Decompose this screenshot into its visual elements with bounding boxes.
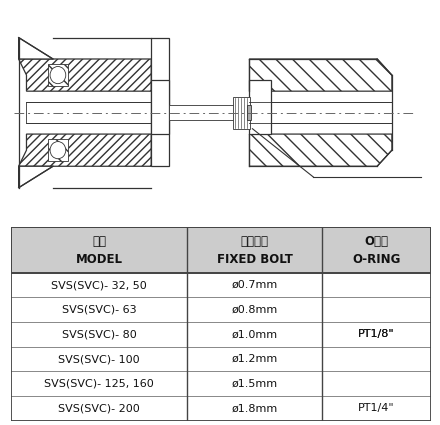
Bar bbox=[11, 322, 431, 347]
Text: SVS(SVC)- 63: SVS(SVC)- 63 bbox=[62, 305, 136, 315]
Bar bbox=[11, 371, 431, 396]
Bar bbox=[249, 102, 392, 123]
Text: ø1.2mm: ø1.2mm bbox=[231, 354, 278, 364]
Text: SVS(SVC)- 32, 50: SVS(SVC)- 32, 50 bbox=[51, 280, 147, 290]
Text: ø1.0mm: ø1.0mm bbox=[231, 329, 278, 340]
Circle shape bbox=[50, 66, 66, 84]
Bar bbox=[151, 80, 169, 134]
Polygon shape bbox=[249, 134, 392, 166]
Text: PT1/8": PT1/8" bbox=[358, 329, 395, 340]
Bar bbox=[151, 37, 169, 166]
Text: PT1/4": PT1/4" bbox=[358, 403, 395, 414]
Circle shape bbox=[50, 142, 66, 159]
Text: PT1/8": PT1/8" bbox=[358, 329, 395, 340]
Bar bbox=[249, 80, 271, 134]
Bar bbox=[169, 105, 249, 120]
Text: ø1.5mm: ø1.5mm bbox=[231, 379, 278, 389]
Text: SVS(SVC)- 200: SVS(SVC)- 200 bbox=[59, 403, 140, 414]
Text: ø0.7mm: ø0.7mm bbox=[231, 280, 278, 290]
Text: 固定螺絲
FIXED BOLT: 固定螺絲 FIXED BOLT bbox=[217, 235, 293, 266]
Bar bbox=[233, 96, 250, 129]
Polygon shape bbox=[249, 59, 392, 91]
Bar bbox=[11, 396, 431, 421]
Polygon shape bbox=[18, 166, 53, 188]
Text: SVS(SVC)- 125, 160: SVS(SVC)- 125, 160 bbox=[44, 379, 154, 389]
Text: SVS(SVC)- 100: SVS(SVC)- 100 bbox=[59, 354, 140, 364]
Polygon shape bbox=[18, 59, 151, 91]
Bar bbox=[11, 273, 431, 298]
Text: ø1.8mm: ø1.8mm bbox=[231, 403, 278, 414]
Bar bbox=[11, 298, 431, 322]
Text: SVS(SVC)- 80: SVS(SVC)- 80 bbox=[62, 329, 136, 340]
Bar bbox=[26, 102, 151, 123]
Bar bbox=[246, 105, 251, 120]
Bar bbox=[11, 227, 431, 273]
Polygon shape bbox=[18, 37, 53, 59]
Text: ø0.8mm: ø0.8mm bbox=[231, 305, 278, 315]
Bar bbox=[11, 347, 431, 371]
Text: O型環
O-RING: O型環 O-RING bbox=[352, 235, 401, 266]
Polygon shape bbox=[18, 134, 151, 166]
Bar bbox=[48, 139, 68, 161]
Bar bbox=[48, 64, 68, 86]
Text: 型式
MODEL: 型式 MODEL bbox=[76, 235, 123, 266]
